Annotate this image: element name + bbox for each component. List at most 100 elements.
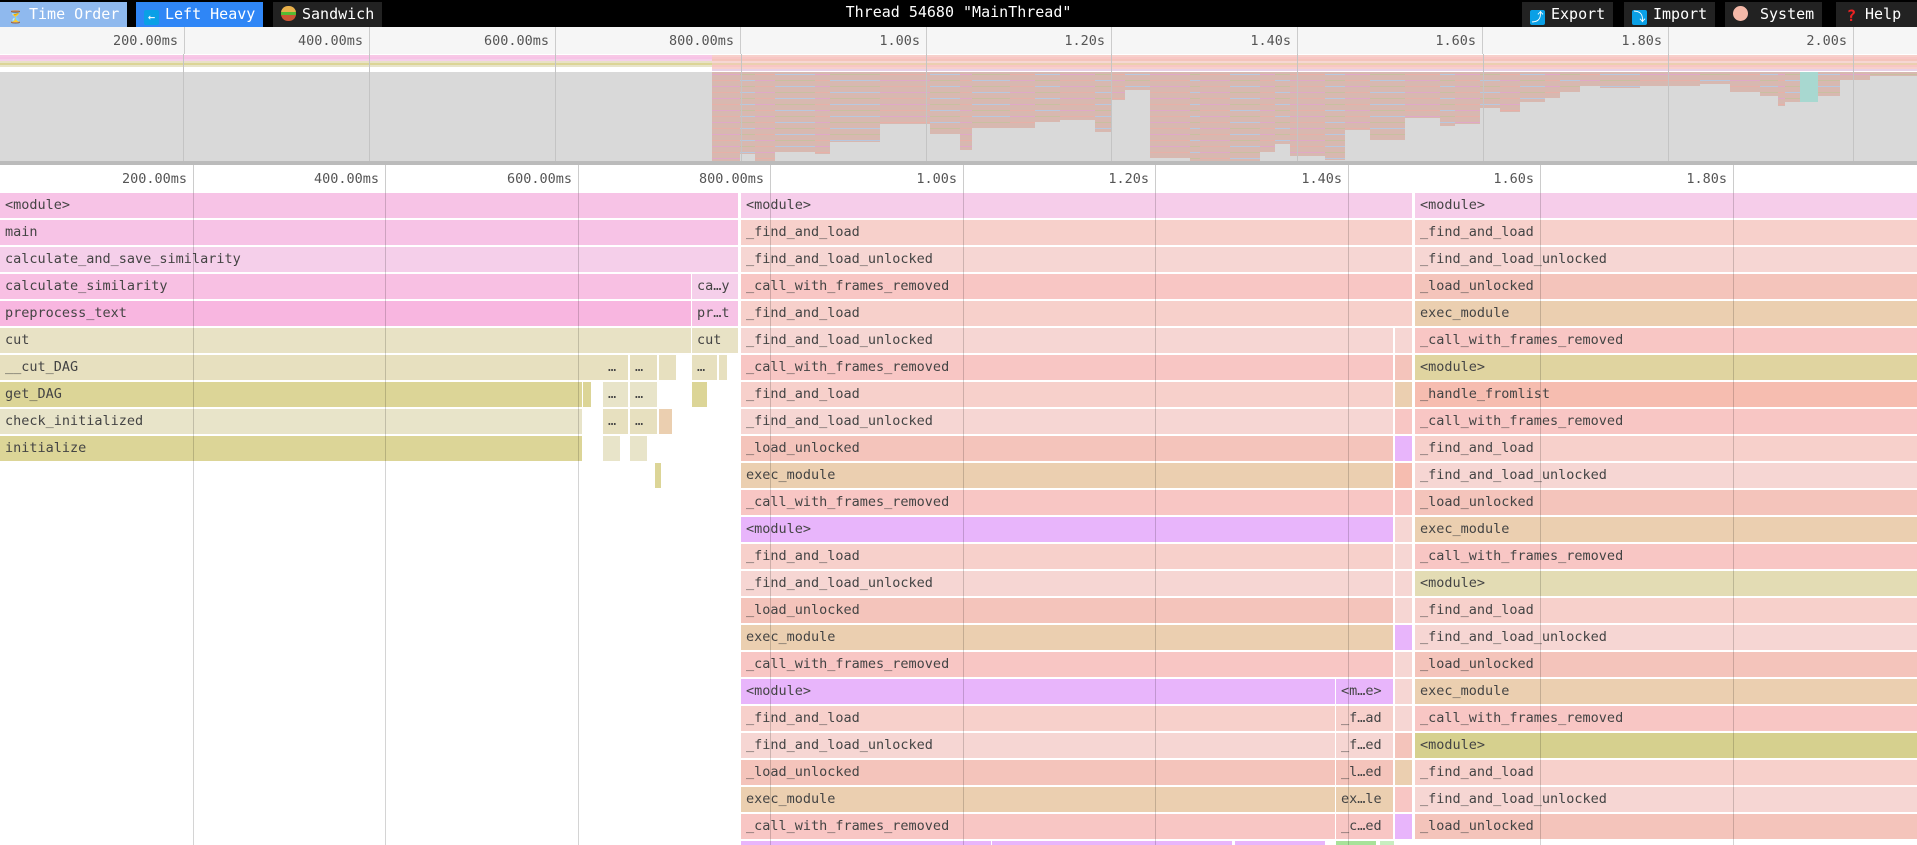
flame-frame[interactable]: <m…e>	[1336, 679, 1393, 704]
flame-frame[interactable]: _find_and_load_unlocked	[1415, 625, 1917, 650]
flame-frame[interactable]	[992, 841, 1232, 845]
flame-frame[interactable]: _load_unlocked	[1415, 490, 1917, 515]
flame-frame[interactable]: <module>	[1415, 193, 1917, 218]
flame-frame[interactable]: calculate_and_save_similarity	[0, 247, 738, 272]
flame-frame[interactable]	[1395, 436, 1412, 461]
flame-frame[interactable]: _call_with_frames_removed	[741, 274, 1412, 299]
flame-frame[interactable]	[1395, 571, 1412, 596]
flame-frame[interactable]: _find_and_load	[741, 220, 1412, 245]
flame-frame[interactable]: …	[603, 409, 628, 434]
flame-frame[interactable]: _load_unlocked	[1415, 274, 1917, 299]
flame-frame[interactable]	[1395, 355, 1412, 380]
flame-frame[interactable]: exec_module	[1415, 679, 1917, 704]
flame-frame[interactable]: <module>	[741, 679, 1335, 704]
flame-frame[interactable]: _handle_fromlist	[1415, 382, 1917, 407]
flame-frame[interactable]	[630, 436, 647, 461]
flame-frame[interactable]: pr…t	[692, 301, 738, 326]
flame-frame[interactable]	[1395, 652, 1412, 677]
flame-frame[interactable]: _load_unlocked	[741, 598, 1393, 623]
flame-frame[interactable]	[1395, 382, 1412, 407]
flame-frame[interactable]	[1395, 490, 1412, 515]
minimap-divider[interactable]	[0, 161, 1917, 165]
flame-frame[interactable]	[1395, 598, 1412, 623]
flame-frame[interactable]: _find_and_load_unlocked	[741, 733, 1335, 758]
flame-frame[interactable]: _find_and_load	[741, 382, 1393, 407]
flame-frame[interactable]: _call_with_frames_removed	[1415, 706, 1917, 731]
flame-frame[interactable]: _call_with_frames_removed	[741, 814, 1335, 839]
flame-frame[interactable]: check_initialized	[0, 409, 582, 434]
flame-frame[interactable]	[655, 463, 661, 488]
flame-frame[interactable]: _f…ed	[1336, 733, 1393, 758]
export-button[interactable]: ⤴ Export	[1522, 2, 1614, 27]
flame-frame[interactable]	[1395, 733, 1412, 758]
flame-frame[interactable]: _f…ad	[1336, 706, 1393, 731]
flame-frame[interactable]: <module>	[741, 517, 1393, 542]
flame-frame[interactable]	[1235, 841, 1325, 845]
flame-frame[interactable]: exec_module	[741, 625, 1393, 650]
flame-frame[interactable]: <module>	[0, 193, 738, 218]
flame-frame[interactable]: _call_with_frames_removed	[1415, 328, 1917, 353]
flame-frame[interactable]	[1395, 760, 1412, 785]
flame-frame[interactable]	[692, 382, 707, 407]
flame-frame[interactable]: <module>	[741, 193, 1412, 218]
flame-frame[interactable]	[1395, 814, 1412, 839]
flame-frame[interactable]	[1395, 787, 1412, 812]
flame-frame[interactable]	[1395, 517, 1412, 542]
flame-frame[interactable]: _call_with_frames_removed	[741, 652, 1393, 677]
flame-frame[interactable]	[1336, 841, 1376, 845]
flame-frame[interactable]: <module>	[1415, 571, 1917, 596]
flame-frame[interactable]: _find_and_load_unlocked	[1415, 247, 1917, 272]
flame-frame[interactable]: preprocess_text	[0, 301, 691, 326]
flame-frame[interactable]: _find_and_load	[741, 301, 1412, 326]
flame-frame[interactable]	[1395, 544, 1412, 569]
flame-frame[interactable]: _find_and_load_unlocked	[741, 409, 1393, 434]
flame-frame[interactable]	[1380, 841, 1394, 845]
flame-frame[interactable]: _find_and_load	[741, 706, 1335, 731]
flame-frame[interactable]: exec_module	[1415, 301, 1917, 326]
flame-frame[interactable]	[583, 382, 591, 407]
flame-frame[interactable]: exec_module	[1415, 517, 1917, 542]
flame-frame[interactable]	[659, 355, 676, 380]
flame-frame[interactable]	[659, 409, 672, 434]
flame-frame[interactable]: _load_unlocked	[741, 436, 1393, 461]
flame-frame[interactable]: _call_with_frames_removed	[1415, 544, 1917, 569]
flame-frame[interactable]: ca…y	[692, 274, 738, 299]
flame-frame[interactable]: _c…ed	[1336, 814, 1393, 839]
flame-frame[interactable]: _call_with_frames_removed	[1415, 409, 1917, 434]
flame-frame[interactable]: __cut_DAG	[0, 355, 603, 380]
flame-frame[interactable]: _load_unlocked	[1415, 652, 1917, 677]
flame-frame[interactable]: …	[692, 355, 717, 380]
flame-frame[interactable]: _load_unlocked	[741, 760, 1335, 785]
flame-frame[interactable]: _find_and_load_unlocked	[1415, 787, 1917, 812]
flame-frame[interactable]	[1395, 328, 1412, 353]
flame-frame[interactable]: …	[603, 382, 628, 407]
flame-frame[interactable]	[1395, 706, 1412, 731]
flame-frame[interactable]	[741, 841, 991, 845]
flame-frame[interactable]: cut	[0, 328, 691, 353]
flame-frame[interactable]: …	[603, 355, 628, 380]
flame-frame[interactable]: main	[0, 220, 738, 245]
flame-frame[interactable]	[1395, 625, 1412, 650]
flame-frame[interactable]: _find_and_load_unlocked	[741, 571, 1393, 596]
flame-frame[interactable]: get_DAG	[0, 382, 582, 407]
flame-frame[interactable]: ex…le	[1336, 787, 1393, 812]
system-button[interactable]: System	[1725, 2, 1823, 27]
flame-frame[interactable]: <module>	[1415, 733, 1917, 758]
flame-frame[interactable]: _find_and_load_unlocked	[741, 247, 1412, 272]
flame-frame[interactable]	[719, 355, 727, 380]
flame-frame[interactable]: _find_and_load	[741, 544, 1393, 569]
sandwich-button[interactable]: Sandwich	[273, 2, 383, 27]
flame-frame[interactable]: _find_and_load	[1415, 436, 1917, 461]
import-button[interactable]: ⤵ Import	[1624, 2, 1716, 27]
flame-frame[interactable]: <module>	[1415, 355, 1917, 380]
flame-frame[interactable]: …	[630, 409, 657, 434]
overview-minimap[interactable]	[0, 54, 1917, 164]
flame-frame[interactable]: _find_and_load	[1415, 220, 1917, 245]
flame-frame[interactable]: _find_and_load	[1415, 760, 1917, 785]
flame-frame[interactable]: initialize	[0, 436, 582, 461]
flame-graph[interactable]: <module> main calculate_and_save_similarit…	[0, 193, 1917, 845]
flame-frame[interactable]: _find_and_load_unlocked	[1415, 463, 1917, 488]
flame-frame[interactable]	[1395, 679, 1412, 704]
flame-frame[interactable]: calculate_similarity	[0, 274, 691, 299]
time-order-button[interactable]: ⏳ Time Order	[0, 2, 128, 27]
